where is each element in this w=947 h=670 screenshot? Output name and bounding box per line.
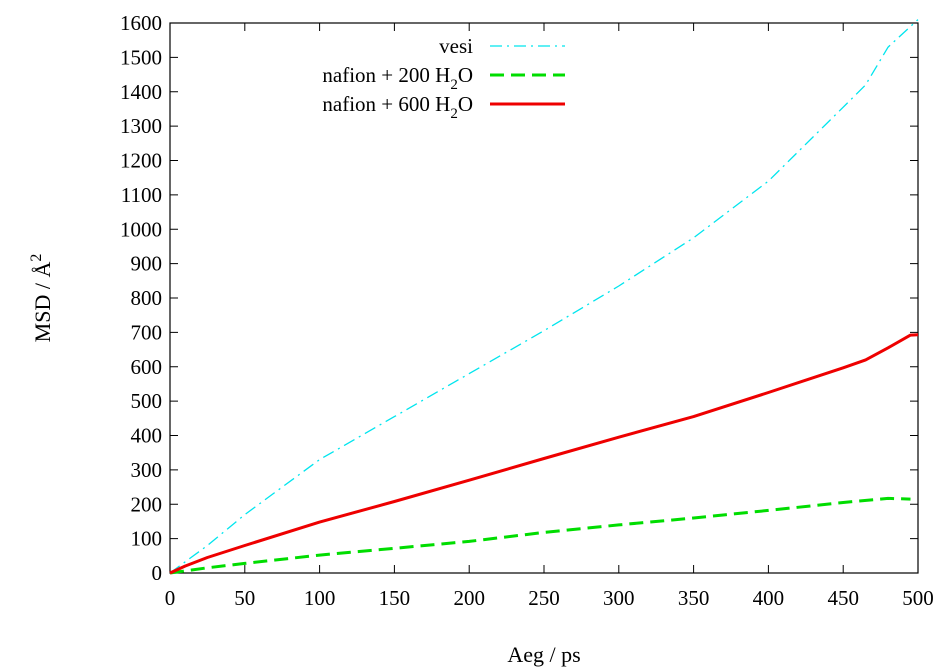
y-tick-label: 1500: [120, 45, 162, 69]
x-tick-label: 100: [304, 586, 336, 610]
y-axis-title-group: MSD / Å2: [28, 254, 55, 343]
y-tick-label: 500: [131, 389, 163, 413]
y-tick-label: 100: [131, 527, 163, 551]
y-tick-label: 600: [131, 355, 163, 379]
x-tick-label: 250: [528, 586, 560, 610]
y-tick-label: 400: [131, 424, 163, 448]
x-tick-label: 500: [902, 586, 934, 610]
legend-label-main: nafion + 200 H: [322, 63, 450, 87]
x-tick-label: 0: [165, 586, 176, 610]
y-tick-label: 1200: [120, 149, 162, 173]
series-line-0: [169, 19, 919, 574]
legend-label-sub: 2: [450, 77, 458, 93]
y-tick-label: 800: [131, 286, 163, 310]
y-tick-label: 1300: [120, 114, 162, 138]
y-tick-label: 1000: [120, 217, 162, 241]
legend-label-0: vesi: [439, 34, 473, 58]
y-tick-label: 200: [131, 492, 163, 516]
x-tick-label: 300: [603, 586, 635, 610]
x-tick-label: 150: [379, 586, 411, 610]
legend-label-sub: 2: [450, 106, 458, 122]
x-tick-label: 400: [753, 586, 785, 610]
series-lines: [169, 19, 919, 575]
y-tick-label: 1400: [120, 80, 162, 104]
legend-label-tail: O: [458, 63, 473, 87]
legend-label-main: nafion + 600 H: [322, 92, 450, 116]
legend-label-main: vesi: [439, 34, 473, 58]
y-tick-label: 700: [131, 320, 163, 344]
legend-label-1: nafion + 200 H2O: [322, 63, 473, 93]
series-line-1: [169, 496, 911, 575]
x-tick-label: 50: [234, 586, 255, 610]
x-tick-label: 350: [678, 586, 710, 610]
y-tick-label: 1100: [121, 183, 162, 207]
y-tick-label: 0: [152, 561, 163, 585]
y-axis-title-sup: 2: [28, 254, 45, 262]
y-axis-title-main: MSD / Å: [30, 262, 55, 343]
x-axis-title: Aeg / ps: [507, 642, 580, 667]
series-line-2: [169, 333, 919, 575]
y-axis-title: MSD / Å2: [28, 254, 55, 343]
axis-ticks: 0 50 100 150 200 250 300 350 400 450 500 0 100 200 300…: [120, 11, 934, 610]
x-tick-label: 200: [453, 586, 485, 610]
legend-label-tail: O: [458, 92, 473, 116]
y-tick-label: 300: [131, 458, 163, 482]
legend-label-2: nafion + 600 H2O: [322, 92, 473, 122]
y-tick-label: 1600: [120, 11, 162, 35]
x-tick-label: 450: [827, 586, 859, 610]
y-tick-label: 900: [131, 252, 163, 276]
